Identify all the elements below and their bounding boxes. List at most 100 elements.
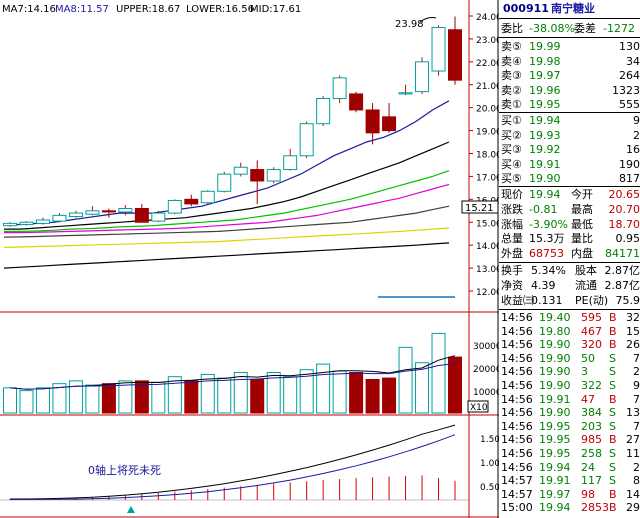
ask-price: 19.98 xyxy=(529,54,561,68)
ask-price: 19.99 xyxy=(529,40,561,53)
peak-arrow xyxy=(419,17,437,23)
stat2-label: 股本 xyxy=(575,264,597,277)
volume-bar xyxy=(398,346,413,414)
stat-label: 现价 xyxy=(501,188,523,201)
weicha-label: 委差 xyxy=(574,22,596,35)
candle-up[interactable] xyxy=(332,77,347,99)
candle-up[interactable] xyxy=(217,173,232,192)
candle-down[interactable] xyxy=(184,198,199,205)
stat-label: 总量 xyxy=(501,232,523,246)
volume-bar xyxy=(382,377,397,414)
tick-count: 32 xyxy=(626,311,640,324)
candle-up[interactable] xyxy=(233,166,248,175)
candle-up[interactable] xyxy=(35,219,50,224)
lower-label: LOWER:16.56 xyxy=(186,4,254,15)
candle-up[interactable] xyxy=(200,190,215,204)
volume-unit-box xyxy=(467,400,489,413)
tick-direction: S xyxy=(609,419,616,433)
candle-down[interactable] xyxy=(365,109,380,134)
stat-row: 总量 15.3万 量比 0.95 xyxy=(499,232,640,246)
candlesticks[interactable] xyxy=(3,16,462,227)
tick-row: 14:56 19.80 467 B 15 xyxy=(499,325,640,339)
candle-up[interactable] xyxy=(19,221,34,226)
tick-direction: S xyxy=(609,447,616,460)
tick-direction: S xyxy=(609,379,616,392)
tick-count: 7 xyxy=(633,392,640,406)
candle-up[interactable] xyxy=(167,199,182,214)
tick-volume: 47 xyxy=(581,392,595,406)
candle-up[interactable] xyxy=(415,61,430,93)
tick-time: 14:56 xyxy=(501,379,533,392)
candle-up[interactable] xyxy=(266,169,281,182)
volume-bar xyxy=(217,377,232,414)
tick-price: 19.90 xyxy=(539,406,571,420)
tick-direction: B xyxy=(609,311,617,324)
candle-up[interactable] xyxy=(85,210,100,215)
tick-price: 19.95 xyxy=(539,419,571,433)
candle-down[interactable] xyxy=(134,208,149,223)
tick-direction: B xyxy=(609,338,617,352)
volume-bar xyxy=(365,378,380,414)
tick-time: 14:56 xyxy=(501,338,533,352)
price-axis-tick: 12.00 xyxy=(476,288,499,298)
candle-up[interactable] xyxy=(316,98,331,125)
tick-count: 2 xyxy=(633,460,640,474)
stat-value: 20.65 xyxy=(608,188,640,201)
tick-volume: 117 xyxy=(581,474,602,488)
price-axis-tick: 19.00 xyxy=(476,128,499,138)
candle-up[interactable] xyxy=(3,222,17,227)
candle-up[interactable] xyxy=(431,26,446,72)
stat-label: 涨跌 xyxy=(501,202,523,216)
tick-price: 19.94 xyxy=(539,460,571,474)
tick-count: 11 xyxy=(626,447,640,460)
candle-up[interactable] xyxy=(118,208,133,213)
ma-line xyxy=(3,242,450,269)
volume-bar xyxy=(332,370,347,414)
candle-down[interactable] xyxy=(382,116,397,132)
candle-down[interactable] xyxy=(448,29,462,81)
bid-row: 买④ 19.91 190 xyxy=(499,158,640,172)
candle-up[interactable] xyxy=(151,212,166,222)
candle-up[interactable] xyxy=(398,92,413,95)
volume-axis-20000: 20000 xyxy=(473,365,499,375)
stat2-label: 流通 xyxy=(575,278,597,292)
volume-bar xyxy=(448,356,462,414)
ma7-label: MA7:14.16 xyxy=(2,4,56,15)
macd-dea-line xyxy=(10,434,456,500)
tick-volume: 258 xyxy=(581,447,602,460)
tick-direction: B xyxy=(609,324,617,338)
upper-label: UPPER:18.67 xyxy=(116,4,180,15)
price-axis-tick: 14.00 xyxy=(476,242,499,252)
peak-price-label: 23.98 xyxy=(395,19,424,30)
bid-row: 买③ 19.92 16 xyxy=(499,143,640,157)
stock-header: 000911 南宁糖业 xyxy=(499,2,640,16)
stat-label: 内盘 xyxy=(571,247,593,261)
ask-volume: 130 xyxy=(619,40,640,53)
kline-chart-area[interactable]: MA7:14.16 MA8:11.57 UPPER:18.67 LOWER:16… xyxy=(0,0,499,518)
stat-row: 涨幅 -3.90% 最低 18.70 xyxy=(499,218,640,232)
bid-price: 19.91 xyxy=(529,157,561,171)
candle-down[interactable] xyxy=(250,169,265,182)
candle-up[interactable] xyxy=(299,123,314,157)
volume-bar xyxy=(316,363,331,414)
tick-volume: 2853 xyxy=(581,501,609,515)
candle-up[interactable] xyxy=(68,212,83,218)
weibi-value: -38.08% xyxy=(529,22,575,35)
tick-count: 27 xyxy=(626,433,640,447)
volume-bar xyxy=(151,381,166,414)
macd-axis-050: 0.50 xyxy=(480,483,499,493)
bid-row: 买① 19.94 9 xyxy=(499,114,640,128)
stat-value: 0.95 xyxy=(615,232,640,246)
volume-bar xyxy=(118,380,133,414)
ask-label: 卖④ xyxy=(501,54,522,68)
candle-up[interactable] xyxy=(283,155,298,171)
tick-row: 14:56 19.95 203 S 7 xyxy=(499,420,640,434)
quote-panel: 000911 南宁糖业 委比 -38.08% 委差 -1272 卖⑤ 19.99 1… xyxy=(499,0,640,518)
weibi-row: 委比 -38.08% 委差 -1272 xyxy=(499,22,640,36)
tick-price: 19.95 xyxy=(539,447,571,460)
candle-down[interactable] xyxy=(349,93,364,111)
stat-label: 最低 xyxy=(571,217,593,231)
candle-down[interactable] xyxy=(101,210,116,213)
candle-up[interactable] xyxy=(52,214,67,222)
bid-label: 买① xyxy=(501,114,522,127)
